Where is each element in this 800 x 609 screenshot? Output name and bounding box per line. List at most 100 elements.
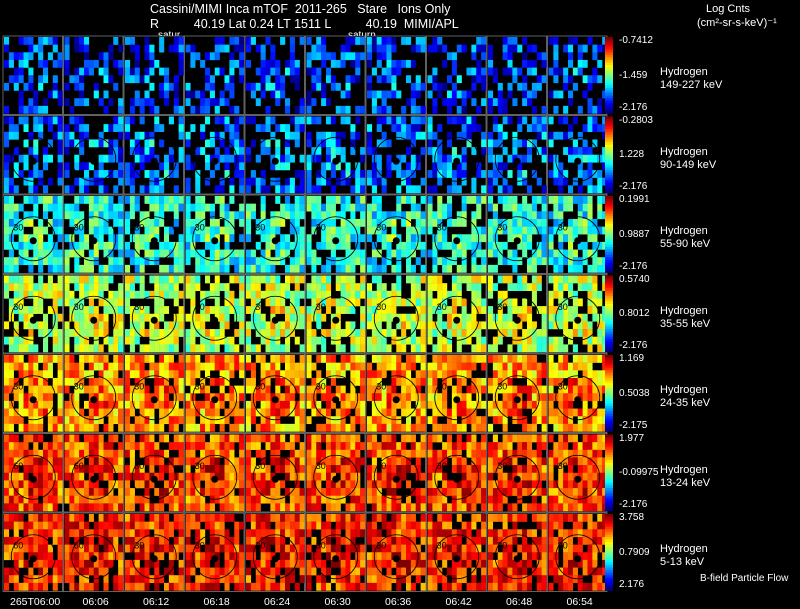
colorbar-segment [605, 119, 613, 122]
intensity-cell [275, 275, 281, 284]
intensity-cell [224, 257, 230, 266]
intensity-cell [522, 416, 528, 425]
intensity-cell [289, 257, 295, 266]
intensity-cell [64, 124, 70, 132]
intensity-cell [367, 131, 373, 140]
colorbar-segment [605, 383, 613, 386]
intensity-cell [335, 408, 341, 417]
intensity-cell [185, 488, 191, 496]
intensity-cell [420, 393, 426, 402]
intensity-cell [386, 408, 392, 417]
intensity-cell [195, 465, 201, 473]
contour-ring [434, 216, 480, 262]
intensity-cell [224, 355, 230, 363]
saturn-label-2: saturn [348, 30, 376, 41]
intensity-cell [255, 264, 261, 273]
intensity-cell [488, 321, 494, 330]
intensity-cell [587, 362, 593, 371]
colorbar-segment [605, 385, 613, 389]
intensity-cell [376, 385, 382, 394]
intensity-cell [367, 344, 373, 353]
intensity-cell [410, 385, 416, 394]
intensity-cell [391, 249, 397, 258]
intensity-cell [420, 249, 426, 258]
intensity-cell [316, 290, 322, 299]
intensity-cell [410, 241, 416, 250]
intensity-cell [134, 400, 140, 409]
intensity-cell [139, 313, 145, 322]
intensity-cell [386, 52, 392, 61]
intensity-cell [299, 423, 305, 432]
intensity-cell [355, 257, 361, 266]
intensity-cell [214, 336, 220, 345]
intensity-cell [224, 170, 230, 178]
intensity-cell [129, 116, 135, 125]
intensity-cell [563, 362, 569, 371]
intensity-cell [476, 226, 482, 235]
intensity-cell [164, 408, 170, 417]
intensity-cell [507, 377, 513, 386]
intensity-cell [205, 139, 211, 148]
intensity-cell [28, 336, 34, 345]
intensity-cell [568, 283, 574, 291]
intensity-cell [285, 306, 291, 314]
intensity-cell [139, 211, 145, 220]
intensity-cell [427, 124, 433, 132]
intensity-cell [159, 290, 165, 299]
intensity-cell [476, 170, 482, 178]
intensity-cell [4, 393, 10, 402]
intensity-cell [74, 116, 80, 125]
intensity-cell [476, 264, 482, 273]
intensity-cell [345, 400, 351, 409]
intensity-cell [33, 298, 39, 307]
intensity-cell [47, 154, 53, 163]
intensity-cell [326, 393, 332, 402]
intensity-cell [108, 472, 114, 481]
intensity-cell [335, 59, 341, 68]
intensity-cell [43, 488, 49, 496]
intensity-cell [299, 503, 305, 512]
intensity-cell [316, 472, 322, 481]
intensity-cell [367, 423, 373, 432]
saturn-marker [453, 396, 461, 404]
intensity-cell [582, 329, 588, 337]
intensity-cell [376, 290, 382, 299]
intensity-cell [563, 105, 569, 114]
intensity-cell [456, 75, 462, 84]
intensity-cell [582, 400, 588, 409]
intensity-cell [234, 385, 240, 394]
intensity-cell [52, 344, 58, 353]
intensity-cell [563, 329, 569, 337]
intensity-cell [289, 442, 295, 450]
intensity-cell [367, 257, 373, 266]
intensity-cell [330, 211, 336, 220]
intensity-cell [159, 370, 165, 379]
intensity-cell [350, 298, 356, 307]
intensity-cell [13, 472, 19, 481]
intensity-cell [98, 139, 104, 148]
intensity-cell [103, 203, 109, 212]
intensity-cell [69, 416, 75, 425]
intensity-cell [23, 434, 29, 443]
intensity-cell [93, 139, 99, 148]
intensity-cell [451, 355, 457, 363]
intensity-cell [103, 90, 109, 99]
intensity-cell [548, 67, 554, 76]
intensity-cell [321, 344, 327, 353]
intensity-cell [502, 241, 508, 250]
intensity-cell [289, 67, 295, 76]
intensity-cell [360, 203, 366, 212]
intensity-cell [432, 408, 438, 417]
intensity-cell [401, 241, 407, 250]
intensity-cell [214, 472, 220, 481]
intensity-cell [592, 52, 598, 61]
intensity-cell [224, 408, 230, 417]
intensity-cell [294, 185, 300, 194]
intensity-cell [108, 503, 114, 512]
intensity-cell [84, 480, 90, 489]
intensity-cell [4, 488, 10, 496]
intensity-cell [401, 321, 407, 330]
intensity-cell [246, 408, 252, 417]
intensity-cell [396, 170, 402, 178]
intensity-cell [294, 124, 300, 132]
